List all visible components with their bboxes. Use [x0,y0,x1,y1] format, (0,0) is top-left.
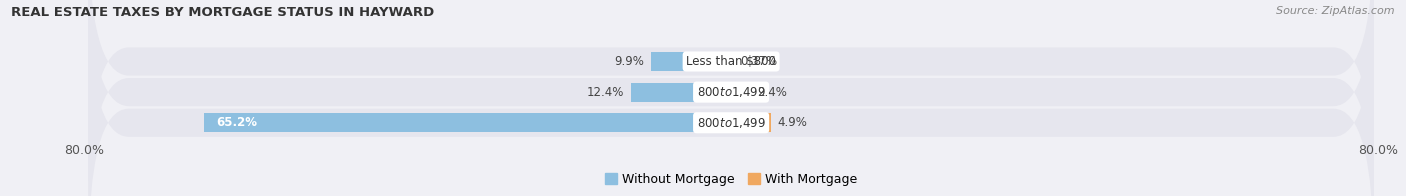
Bar [731,83,751,102]
Bar [731,52,734,71]
Legend: Without Mortgage, With Mortgage: Without Mortgage, With Mortgage [605,173,858,186]
Bar [731,113,770,132]
Text: 12.4%: 12.4% [588,86,624,99]
FancyBboxPatch shape [89,0,1374,196]
FancyBboxPatch shape [89,0,1374,196]
Text: 2.4%: 2.4% [756,86,787,99]
Text: REAL ESTATE TAXES BY MORTGAGE STATUS IN HAYWARD: REAL ESTATE TAXES BY MORTGAGE STATUS IN … [11,6,434,19]
Text: 9.9%: 9.9% [614,55,644,68]
Bar [631,83,731,102]
Text: $800 to $1,499: $800 to $1,499 [696,85,766,99]
Text: 4.9%: 4.9% [778,116,807,129]
Text: 65.2%: 65.2% [217,116,257,129]
Text: $800 to $1,499: $800 to $1,499 [696,116,766,130]
Text: Less than $800: Less than $800 [686,55,776,68]
Bar [651,52,731,71]
Text: Source: ZipAtlas.com: Source: ZipAtlas.com [1277,6,1395,16]
FancyBboxPatch shape [89,0,1374,196]
Text: 0.37%: 0.37% [741,55,778,68]
Bar [204,113,731,132]
